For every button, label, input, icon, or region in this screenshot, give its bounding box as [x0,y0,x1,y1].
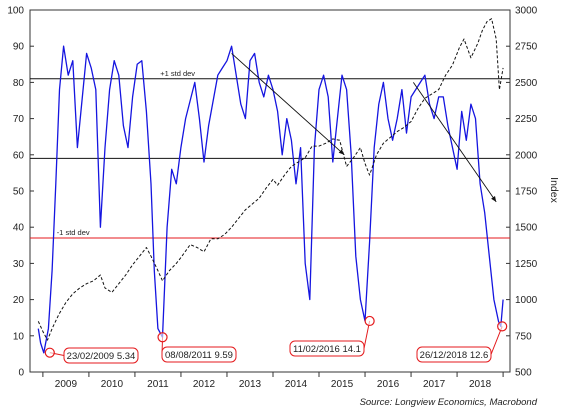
trend-line [412,82,497,203]
trend-lines [231,53,497,203]
annotation-box [63,347,139,364]
chart-source: Source: Longview Economics, Macrobond [360,397,538,408]
left-axis-tick-label: 100 [7,6,24,17]
x-axis-tick-label: 2010 [101,379,124,390]
x-axis-tick-label: 2018 [469,379,492,390]
right-axis-label: Index [548,177,560,203]
left-axis-tick-label: 90 [13,42,25,53]
trend-arrowhead [491,196,497,202]
x-axis-tick-label: 2017 [423,379,446,390]
annotation-box [289,340,365,357]
reference-line-label: +1 std dev [160,69,195,78]
series-line [37,18,504,341]
x-axis-tick-label: 2011 [147,379,169,390]
series-layer [37,18,504,354]
left-axis-tick-label: 20 [13,295,25,306]
x-axis-tick-label: 2013 [239,379,262,390]
x-axis-tick-label: 2012 [193,379,216,390]
right-axis-tick-label: 2250 [515,114,538,125]
annotation-label: 11/02/2016 14.1 [293,344,361,355]
right-axis-tick-label: 2500 [515,78,538,89]
right-axis-tick-label: 1000 [515,295,538,306]
annotation-box [416,346,492,363]
right-axis-tick-label: 1500 [515,223,538,234]
right-axis-tick-label: 1750 [515,187,538,198]
series-line [37,45,504,354]
annotation-marker [44,347,55,358]
right-axis-tick-label: 1250 [515,259,538,270]
x-axis: 2009 2010 2011 2012 2013 2014 2015 2016 2017 2018 [42,372,504,390]
right-axis: 500 750 1000 1250 1500 1750 2000 2250 2500 2750 30… [506,6,538,379]
annotation-box [161,346,237,363]
trend-line [231,53,345,156]
x-axis-tick-label: 2014 [285,379,308,390]
left-axis-tick-label: 30 [13,259,25,270]
annotation-marker [364,315,375,327]
x-axis-tick-label: 2015 [331,379,354,390]
left-axis: 0 10 20 30 40 50 60 70 80 90 100 [7,6,34,379]
right-axis-tick-label: 3000 [515,6,538,17]
left-axis-tick-label: 60 [13,150,25,161]
left-axis-tick-label: 80 [13,78,25,89]
annotation-label: 26/12/2018 12.6 [420,350,489,361]
trend-arrowhead [338,149,345,155]
annotation-label: 23/02/2009 5.34 [67,351,136,362]
annotation-marker [157,332,168,343]
left-axis-tick-label: 0 [18,368,24,379]
annotations: 23/02/2009 5.34 08/08/2011 9.59 11/02/2016… [44,315,508,364]
left-axis-tick-label: 10 [13,331,25,342]
x-axis-tick-label: 2016 [377,379,400,390]
right-axis-tick-label: 2000 [515,150,538,161]
reference-lines: +1 std dev -1 std dev [30,69,510,239]
reference-line-label: -1 std dev [57,228,90,237]
right-axis-tick-label: 750 [515,331,532,342]
annotation-marker [497,321,508,332]
annotation-label: 08/08/2011 9.59 [165,350,233,361]
right-axis-tick-label: 2750 [515,42,538,53]
left-axis-tick-label: 50 [13,187,25,198]
left-axis-tick-label: 70 [13,114,25,125]
left-axis-tick-label: 40 [13,223,25,234]
x-axis-tick-label: 2009 [55,379,78,390]
right-axis-tick-label: 500 [515,368,532,379]
